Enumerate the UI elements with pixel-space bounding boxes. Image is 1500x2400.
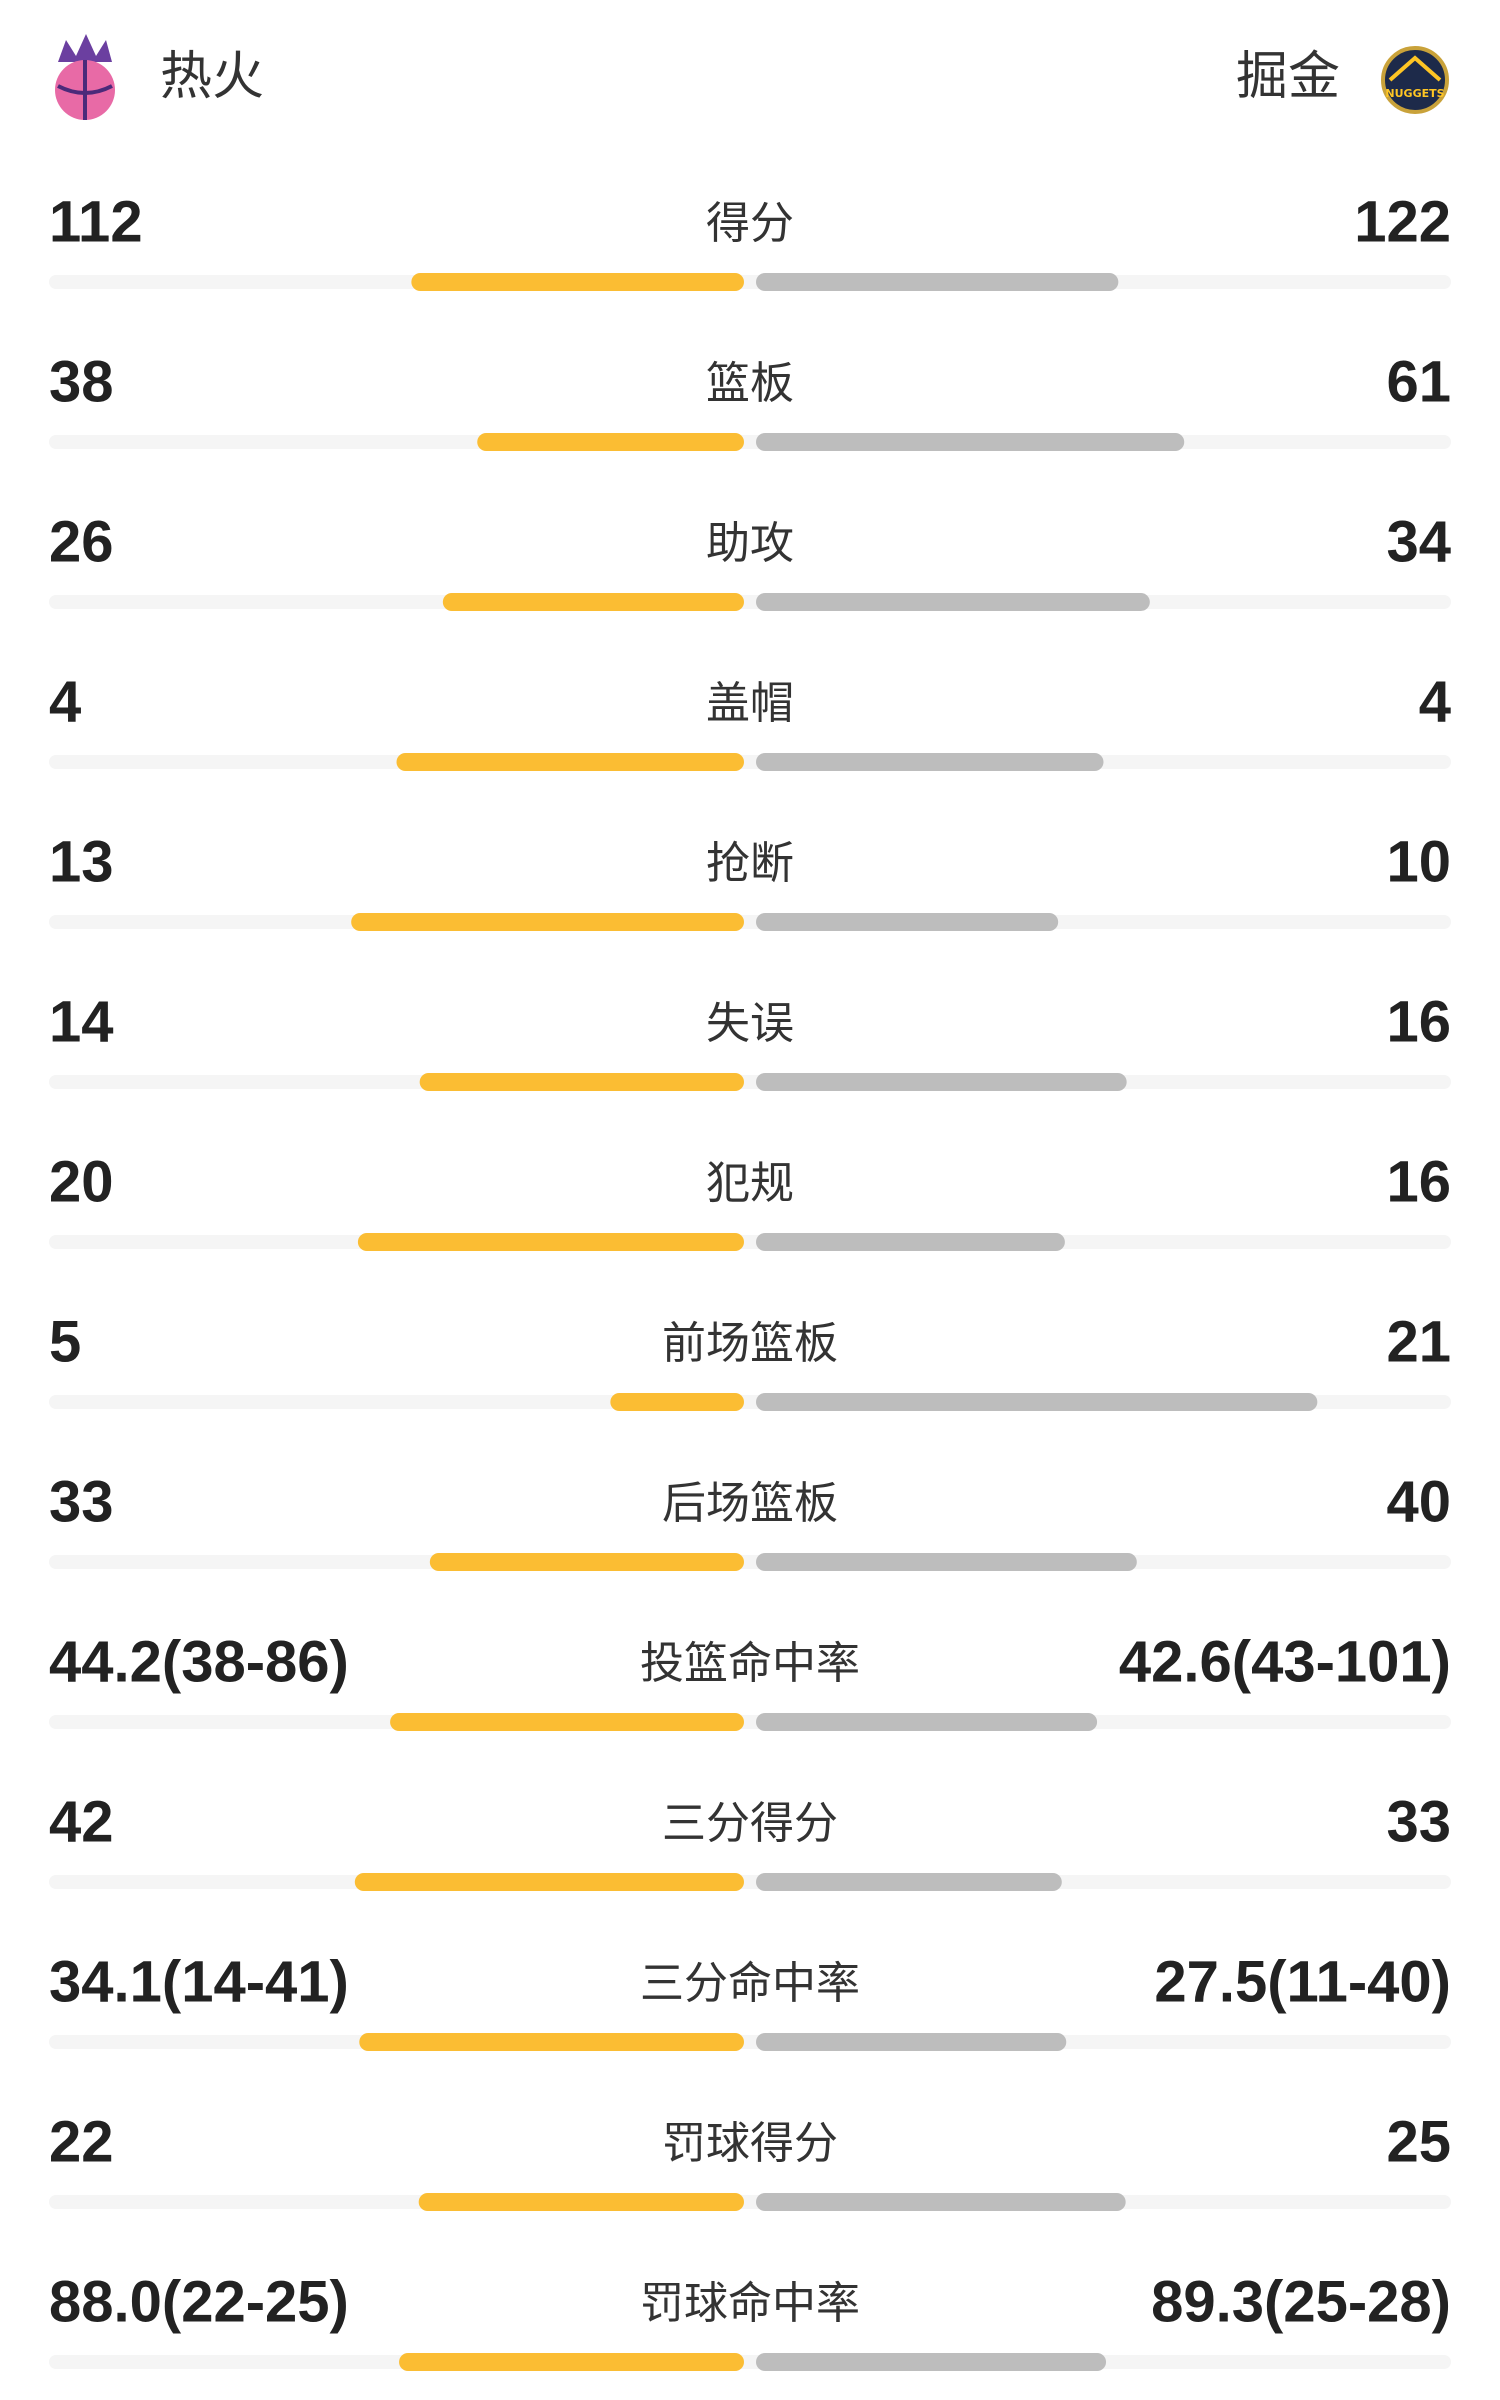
away-value: 25 bbox=[1386, 2109, 1451, 2174]
bar-track bbox=[49, 435, 1451, 449]
away-logo: NUGGETS bbox=[1381, 46, 1449, 114]
home-bar bbox=[610, 1393, 744, 1411]
bar-track bbox=[49, 2195, 1451, 2209]
away-value: 40 bbox=[1386, 1469, 1451, 1534]
bar-track bbox=[49, 755, 1451, 769]
away-bar bbox=[756, 1873, 1062, 1891]
away-value: 4 bbox=[1419, 669, 1451, 734]
away-bar bbox=[756, 2353, 1107, 2371]
stat-label: 篮板 bbox=[706, 358, 794, 409]
away-bar bbox=[756, 273, 1119, 291]
away-bar bbox=[756, 1073, 1127, 1091]
stat-label: 罚球命中率 bbox=[640, 2278, 860, 2329]
away-value: 33 bbox=[1386, 1789, 1451, 1854]
away-value: 34 bbox=[1386, 509, 1451, 574]
home-value: 34.1(14-41) bbox=[49, 1949, 349, 2014]
home-value: 112 bbox=[49, 189, 143, 254]
stat-label: 投篮命中率 bbox=[640, 1638, 860, 1689]
home-bar bbox=[429, 1553, 744, 1571]
away-bar bbox=[756, 593, 1150, 611]
away-value: 16 bbox=[1386, 1149, 1451, 1214]
bar-track bbox=[49, 1555, 1451, 1569]
home-value: 42 bbox=[49, 1789, 114, 1854]
home-value: 38 bbox=[49, 349, 114, 414]
bar-track bbox=[49, 275, 1451, 289]
away-value: 16 bbox=[1386, 989, 1451, 1054]
home-value: 14 bbox=[49, 989, 114, 1054]
home-value: 33 bbox=[49, 1469, 114, 1534]
home-team: 热火 bbox=[160, 47, 264, 107]
home-bar bbox=[357, 1233, 744, 1251]
bar-track bbox=[49, 1875, 1451, 1889]
home-value: 22 bbox=[49, 2109, 114, 2174]
stat-label: 前场篮板 bbox=[662, 1318, 838, 1369]
away-bar bbox=[756, 1713, 1098, 1731]
stat-label: 三分得分 bbox=[662, 1798, 838, 1849]
home-value: 44.2(38-86) bbox=[49, 1629, 349, 1694]
stat-label: 得分 bbox=[706, 198, 794, 249]
bar-track bbox=[49, 1715, 1451, 1729]
home-value: 13 bbox=[49, 829, 114, 894]
away-value: 10 bbox=[1386, 829, 1451, 894]
away-value: 122 bbox=[1354, 189, 1451, 254]
bar-track bbox=[49, 1075, 1451, 1089]
home-logo bbox=[55, 34, 115, 120]
bar-track bbox=[49, 2355, 1451, 2369]
stat-label: 罚球得分 bbox=[662, 2118, 838, 2169]
away-bar bbox=[756, 1233, 1065, 1251]
away-bar bbox=[756, 913, 1059, 931]
stat-label: 盖帽 bbox=[706, 678, 794, 729]
home-value: 20 bbox=[49, 1149, 114, 1214]
home-bar bbox=[399, 2353, 744, 2371]
stat-label: 犯规 bbox=[706, 1158, 794, 1209]
away-value: 89.3(25-28) bbox=[1151, 2269, 1451, 2334]
home-value: 4 bbox=[49, 669, 81, 734]
stat-label: 失误 bbox=[706, 998, 794, 1049]
stat-label: 助攻 bbox=[706, 518, 794, 569]
bar-track bbox=[49, 2035, 1451, 2049]
bar-track bbox=[49, 915, 1451, 929]
stat-label: 抢断 bbox=[706, 838, 794, 889]
away-value: 27.5(11-40) bbox=[1154, 1949, 1451, 2014]
away-value: 21 bbox=[1386, 1309, 1451, 1374]
away-bar bbox=[756, 2033, 1067, 2051]
bar-track bbox=[49, 595, 1451, 609]
away-logo-text: NUGGETS bbox=[1385, 87, 1444, 100]
stat-label: 三分命中率 bbox=[640, 1958, 860, 2009]
stat-label: 后场篮板 bbox=[662, 1478, 838, 1529]
away-bar bbox=[756, 753, 1104, 771]
away-bar bbox=[756, 2193, 1126, 2211]
home-bar bbox=[354, 1873, 744, 1891]
home-bar bbox=[411, 273, 744, 291]
home-value: 26 bbox=[49, 509, 114, 574]
away-bar bbox=[756, 433, 1185, 451]
home-bar bbox=[351, 913, 744, 931]
home-value: 5 bbox=[49, 1309, 81, 1374]
away-value: 61 bbox=[1386, 349, 1451, 414]
home-bar bbox=[442, 593, 744, 611]
away-bar bbox=[756, 1393, 1318, 1411]
bar-track bbox=[49, 1235, 1451, 1249]
home-bar bbox=[418, 2193, 744, 2211]
home-bar bbox=[390, 1713, 744, 1731]
home-bar bbox=[359, 2033, 744, 2051]
home-value: 88.0(22-25) bbox=[49, 2269, 349, 2334]
away-bar bbox=[756, 1553, 1137, 1571]
home-bar bbox=[419, 1073, 744, 1091]
away-team: 掘金 bbox=[1236, 47, 1340, 107]
away-value: 42.6(43-101) bbox=[1119, 1629, 1451, 1694]
home-bar bbox=[477, 433, 744, 451]
home-bar bbox=[396, 753, 744, 771]
